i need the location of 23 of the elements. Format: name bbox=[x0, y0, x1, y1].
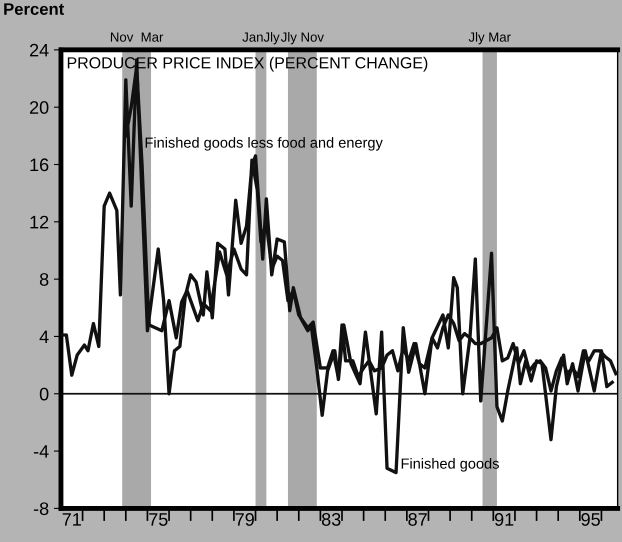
series-label: Finished goods bbox=[402, 458, 499, 472]
y-tick-label: 16 bbox=[30, 158, 48, 172]
y-tick-label: 8 bbox=[40, 273, 48, 286]
x-tick-label: 79 bbox=[236, 513, 254, 526]
y-tick-label: -4 bbox=[34, 445, 49, 458]
band-label: Jly Nov bbox=[280, 32, 324, 44]
x-tick-label: 75 bbox=[149, 513, 168, 526]
y-tick-label: 12 bbox=[30, 216, 48, 228]
x-tick-label: 95 bbox=[581, 513, 600, 526]
x-tick-label: 87 bbox=[408, 513, 427, 526]
y-tick-label: 4 bbox=[40, 330, 49, 343]
y-tick-label: 20 bbox=[30, 101, 48, 114]
y-axis-title: Percent bbox=[4, 3, 64, 15]
x-tick-label: 71 bbox=[62, 513, 81, 526]
y-tick-label: -8 bbox=[34, 502, 48, 516]
y-tick-label: 0 bbox=[40, 388, 48, 400]
x-tick-label: 83 bbox=[322, 513, 340, 526]
band-label: Jly Mar bbox=[468, 32, 511, 44]
x-tick-label: 91 bbox=[494, 513, 514, 526]
band-label: Nov Mar bbox=[110, 32, 164, 42]
y-tick-label: 24 bbox=[30, 44, 49, 56]
series-label: Finished goods less food and energy bbox=[146, 137, 383, 151]
band-label: JanJly bbox=[242, 32, 280, 44]
